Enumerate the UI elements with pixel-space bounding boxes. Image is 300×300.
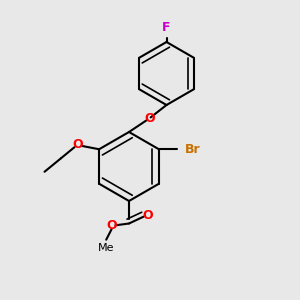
Text: F: F [162,21,171,34]
Text: O: O [106,219,117,232]
Text: Me: Me [98,243,115,253]
Text: Br: Br [184,143,200,156]
Text: O: O [142,208,153,222]
Text: O: O [144,112,154,125]
Text: O: O [72,138,83,151]
